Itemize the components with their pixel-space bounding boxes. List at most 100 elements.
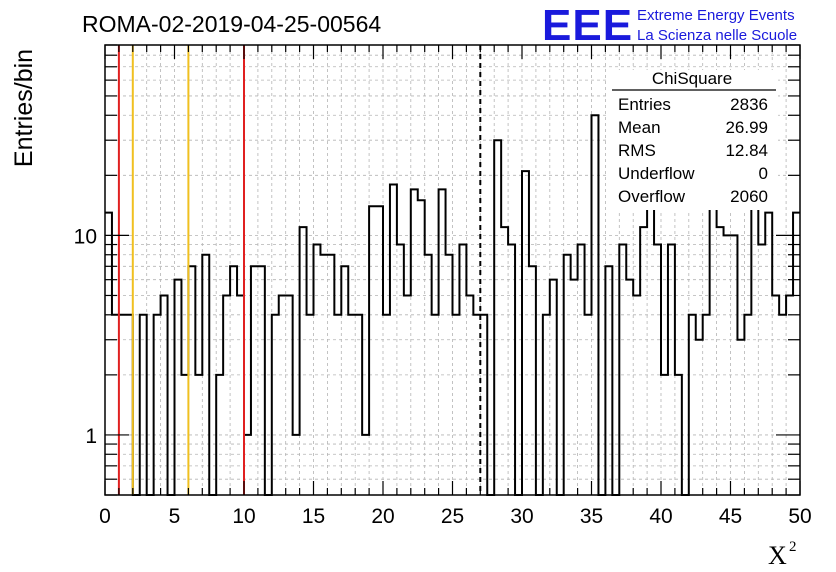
histogram-bin	[744, 315, 751, 495]
logo-mark: EEE	[542, 1, 633, 50]
x-tick-label: 5	[169, 505, 181, 528]
stats-label-mean: Mean	[618, 118, 661, 137]
histogram-bin	[369, 206, 376, 495]
histogram-bin	[334, 315, 341, 495]
histogram-bin	[140, 315, 147, 495]
histogram-bin	[404, 295, 411, 495]
histogram-bin	[731, 235, 738, 495]
cut-lines	[117, 45, 482, 495]
x-tick-label: 45	[719, 505, 742, 528]
histogram-bin	[279, 295, 286, 495]
stats-title: ChiSquare	[652, 69, 732, 88]
histogram-bin	[223, 295, 230, 495]
stats-box: ChiSquare Entries 2836 Mean 26.99 RMS 12…	[608, 69, 778, 210]
histogram-bin	[188, 266, 195, 495]
histogram-bin	[550, 280, 557, 495]
histogram-bin	[432, 315, 439, 495]
x-axis-label-base: X	[768, 541, 787, 570]
histogram-bin	[154, 315, 161, 495]
x-tick-label: 50	[788, 505, 811, 528]
histogram-bin	[696, 340, 703, 495]
stats-label-entries: Entries	[618, 95, 671, 114]
stats-value-overflow: 2060	[730, 187, 768, 206]
histogram-bin	[286, 295, 293, 495]
x-tick-label: 10	[232, 505, 255, 528]
x-tick-label: 40	[649, 505, 672, 528]
histogram-bin	[397, 245, 404, 495]
histogram-bin	[251, 266, 258, 495]
histogram-bin	[703, 315, 710, 495]
histogram-bin	[605, 266, 612, 495]
stats-label-overflow: Overflow	[618, 187, 686, 206]
histogram-bin	[571, 280, 578, 495]
histogram-bin	[307, 315, 314, 495]
eee-logo: EEE Extreme Energy Events La Scienza nel…	[542, 1, 797, 50]
histogram-bin	[758, 245, 765, 495]
histogram-bin	[633, 295, 640, 495]
histogram-bin	[494, 140, 501, 495]
histogram-bin	[272, 315, 279, 495]
histogram-bin	[737, 340, 744, 495]
histogram-bin	[376, 206, 383, 495]
histogram-bin	[480, 315, 487, 495]
histogram-bin	[619, 245, 626, 495]
x-axis-label: X 2	[768, 539, 797, 570]
histogram-bin	[237, 295, 244, 495]
histogram-bin	[543, 315, 550, 495]
histogram-bin	[466, 295, 473, 495]
x-tick-label: 15	[302, 505, 325, 528]
stats-label-underflow: Underflow	[618, 164, 695, 183]
histogram-bin	[175, 280, 182, 495]
histogram-bin	[501, 227, 508, 495]
histogram-bin	[640, 227, 647, 495]
histogram-bin	[592, 115, 599, 495]
chart-title: ROMA-02-2019-04-25-00564	[82, 11, 381, 37]
x-tick-label: 25	[441, 505, 464, 528]
histogram-bin	[383, 315, 390, 495]
histogram-bin	[585, 315, 592, 495]
histogram-bin	[786, 295, 793, 495]
histogram-bin	[126, 315, 133, 495]
histogram-bin	[348, 315, 355, 495]
histogram-bin	[626, 280, 633, 495]
stats-value-entries: 2836	[730, 95, 768, 114]
histogram-bin	[314, 245, 321, 495]
histogram-bin	[341, 266, 348, 495]
histogram-bin	[529, 266, 536, 495]
axis-ticks: 0 5 10 15 20 25 30 35 40 45 50 1 10	[74, 44, 812, 528]
histogram-bin	[654, 245, 661, 495]
x-tick-label: 20	[371, 505, 394, 528]
histogram-bin	[508, 245, 515, 495]
histogram-bin	[724, 235, 731, 495]
stats-value-mean: 26.99	[725, 118, 768, 137]
stats-label-rms: RMS	[618, 141, 656, 160]
histogram-bin	[230, 266, 237, 495]
stats-box-background	[608, 70, 778, 210]
histogram-bin	[473, 315, 480, 495]
y-tick-label: 1	[85, 425, 97, 448]
x-tick-label: 30	[510, 505, 533, 528]
histogram-bin	[119, 315, 126, 495]
histogram-bin	[453, 315, 460, 495]
x-tick-label: 35	[580, 505, 603, 528]
stats-value-rms: 12.84	[725, 141, 768, 160]
x-tick-label: 0	[99, 505, 111, 528]
histogram-bin	[258, 266, 265, 495]
histogram-bin	[522, 171, 529, 495]
y-axis-label: Entries/bin	[10, 49, 38, 167]
histogram-bin	[668, 245, 675, 495]
y-tick-label: 10	[74, 225, 97, 248]
histogram-bin	[772, 295, 779, 495]
histogram-bin	[689, 315, 696, 495]
logo-line-2: La Scienza nelle Scuole	[637, 27, 797, 44]
histogram-bin	[112, 315, 119, 495]
x-axis-label-superscript: 2	[789, 539, 797, 555]
histogram-bin	[459, 245, 466, 495]
logo-line-1: Extreme Energy Events	[637, 7, 795, 24]
histogram-bin	[710, 206, 717, 495]
histogram-bin	[578, 245, 585, 495]
histogram-bin	[161, 295, 168, 495]
histogram-bin	[355, 315, 362, 495]
histogram-bin	[300, 227, 307, 495]
